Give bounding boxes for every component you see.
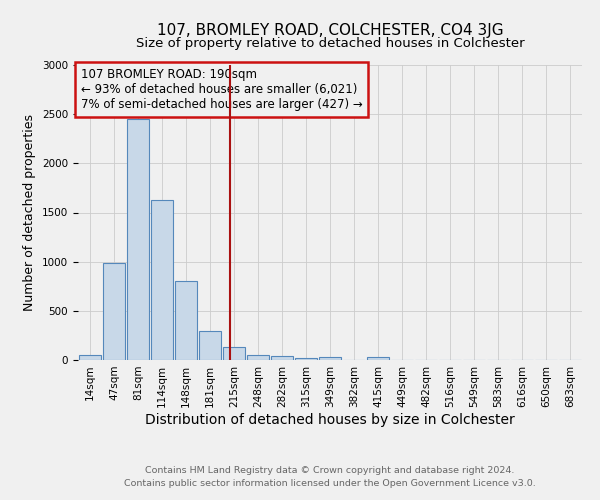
- Bar: [319, 357, 341, 360]
- Bar: [151, 200, 173, 360]
- Text: 107, BROMLEY ROAD, COLCHESTER, CO4 3JG: 107, BROMLEY ROAD, COLCHESTER, CO4 3JG: [157, 22, 503, 38]
- Bar: [223, 347, 245, 360]
- Bar: [199, 330, 221, 360]
- Bar: [367, 356, 389, 360]
- Bar: [175, 282, 197, 360]
- Text: Size of property relative to detached houses in Colchester: Size of property relative to detached ho…: [136, 38, 524, 51]
- Bar: [103, 262, 125, 360]
- Bar: [271, 356, 293, 360]
- Bar: [247, 354, 269, 360]
- Text: Contains HM Land Registry data © Crown copyright and database right 2024.
Contai: Contains HM Land Registry data © Crown c…: [124, 466, 536, 487]
- Y-axis label: Number of detached properties: Number of detached properties: [23, 114, 37, 311]
- X-axis label: Distribution of detached houses by size in Colchester: Distribution of detached houses by size …: [145, 412, 515, 426]
- Text: 107 BROMLEY ROAD: 190sqm
← 93% of detached houses are smaller (6,021)
7% of semi: 107 BROMLEY ROAD: 190sqm ← 93% of detach…: [80, 68, 362, 111]
- Bar: [295, 358, 317, 360]
- Bar: [127, 119, 149, 360]
- Bar: [79, 355, 101, 360]
